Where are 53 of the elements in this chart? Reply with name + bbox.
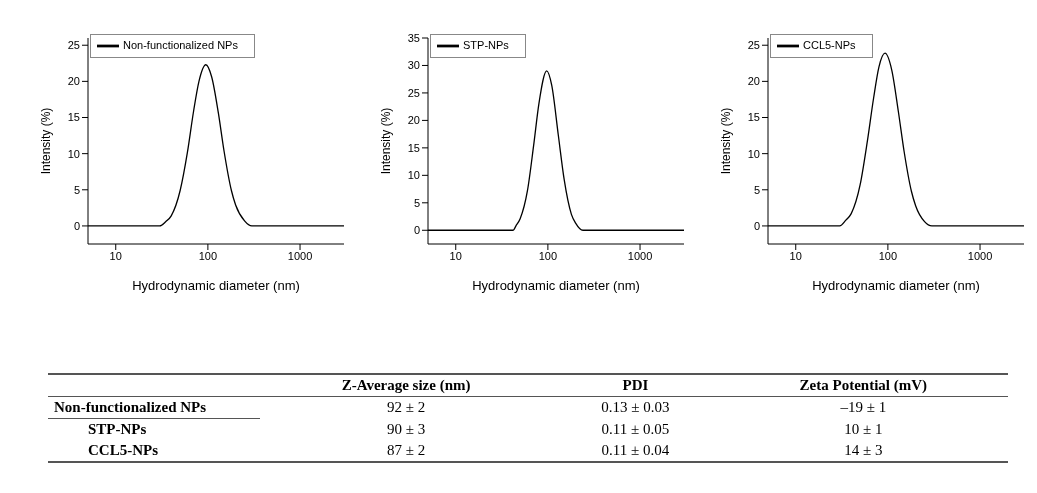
legend-label: Non-functionalized NPs — [123, 38, 238, 51]
x-axis-title: Hydrodynamic diameter (nm) — [132, 278, 300, 293]
text: –19 ± 1 — [839, 398, 888, 418]
text: 90 ± 3 — [385, 419, 427, 439]
y-axis-title: Intensity (%) — [39, 107, 54, 175]
text: Non-functionalized NPs — [48, 396, 260, 419]
x-tick-label: 100 — [198, 249, 218, 262]
text: 92 ± 2 — [385, 398, 427, 418]
y-tick-label: 0 — [753, 219, 760, 232]
x-tick-label: 1000 — [967, 249, 993, 262]
legend-label: STP-NPs — [463, 38, 509, 51]
text: Zeta Potential (mV) — [798, 376, 929, 395]
text: 0.11 ± 0.04 — [600, 441, 671, 460]
y-tick-label: 15 — [747, 111, 760, 124]
x-tick-label: 10 — [789, 249, 802, 262]
y-tick-label: 25 — [407, 86, 420, 99]
text: Z-Average size (nm) — [340, 376, 472, 395]
y-tick-label: 25 — [747, 39, 760, 52]
text: STP-NPs — [87, 420, 148, 439]
x-axis-title: Hydrodynamic diameter (nm) — [472, 278, 640, 293]
x-tick-label: 10 — [449, 249, 462, 262]
y-axis-title: Intensity (%) — [379, 107, 394, 175]
y-tick-label: 0 — [413, 224, 420, 237]
y-tick-label: 5 — [753, 183, 760, 196]
x-tick-label: 100 — [538, 249, 558, 262]
y-tick-label: 10 — [407, 169, 420, 182]
text: 87 ± 2 — [385, 441, 427, 460]
y-tick-label: 20 — [67, 75, 80, 88]
text: PDI — [621, 376, 650, 395]
y-tick-label: 35 — [407, 31, 420, 44]
y-tick-label: 20 — [747, 75, 760, 88]
x-tick-label: 1000 — [287, 249, 313, 262]
y-tick-label: 10 — [67, 147, 80, 160]
text: 0.11 ± 0.05 — [600, 419, 671, 439]
y-tick-label: 25 — [67, 39, 80, 52]
y-tick-label: 15 — [407, 141, 420, 154]
text: 0.13 ± 0.03 — [600, 398, 671, 418]
y-tick-label: 15 — [67, 111, 80, 124]
y-tick-label: 5 — [413, 196, 420, 209]
text: 10 ± 1 — [843, 419, 884, 439]
x-tick-label: 10 — [109, 249, 122, 262]
y-tick-label: 0 — [73, 219, 80, 232]
y-tick-label: 20 — [407, 114, 420, 127]
text: 14 ± 3 — [843, 441, 884, 460]
text: CCL5-NPs — [87, 441, 159, 460]
y-tick-label: 30 — [407, 59, 420, 72]
legend-label: CCL5-NPs — [803, 38, 856, 51]
y-axis-title: Intensity (%) — [719, 107, 734, 175]
x-tick-label: 1000 — [627, 249, 653, 262]
y-tick-label: 10 — [747, 147, 760, 160]
y-tick-label: 5 — [73, 183, 80, 196]
x-axis-title: Hydrodynamic diameter (nm) — [812, 278, 980, 293]
x-tick-label: 100 — [878, 249, 898, 262]
